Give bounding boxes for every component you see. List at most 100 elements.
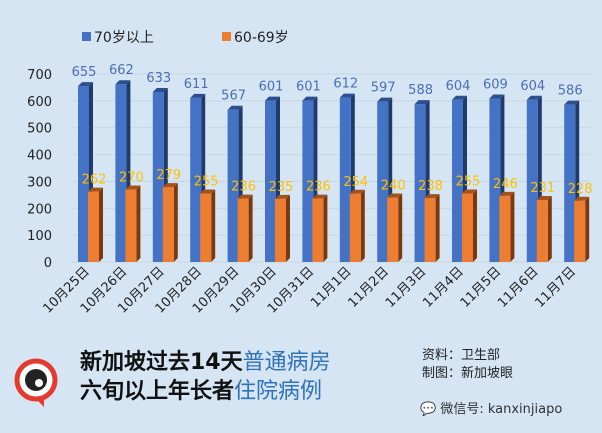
bar-60-69 <box>349 193 361 262</box>
logo-icon <box>14 358 58 407</box>
bar-top <box>237 194 253 199</box>
wechat-id: 💬 微信号: kanxinjiapo <box>420 398 562 417</box>
data-label: 235 <box>269 180 294 195</box>
bar-top <box>414 100 430 105</box>
source-value: 卫生部 <box>461 348 501 363</box>
x-tick-label: 11月6日 <box>495 264 542 311</box>
data-label: 609 <box>483 77 508 92</box>
bar-side <box>398 193 403 262</box>
bar-60-69 <box>462 193 473 262</box>
x-tick-label: 11月7日 <box>532 264 579 311</box>
data-label: 246 <box>493 177 518 192</box>
bar-top <box>78 82 93 87</box>
y-tick-label: 500 <box>27 122 52 137</box>
bar-top <box>526 95 542 100</box>
data-label: 236 <box>231 180 256 195</box>
legend-label: 70岁以上 <box>94 30 154 46</box>
bar-top <box>387 193 403 198</box>
title-text: 新加坡过去14天 <box>80 350 243 375</box>
bar-top <box>349 189 365 194</box>
bar-top <box>152 87 168 92</box>
bar-side <box>435 194 440 262</box>
bar-60-69 <box>312 198 324 262</box>
source-info: 资料：卫生部 制图：新加坡眼 <box>422 347 513 383</box>
bar-70plus <box>265 100 276 263</box>
bar-side <box>323 194 328 262</box>
bar-70plus <box>115 84 127 262</box>
data-label: 586 <box>558 84 583 99</box>
bar-top <box>275 194 290 199</box>
bar-top <box>227 105 243 110</box>
bar-70plus <box>190 97 202 262</box>
bar-side <box>211 189 216 262</box>
title-text: 六旬以上年长者 <box>80 379 235 404</box>
bar-top <box>88 187 103 192</box>
data-label: 604 <box>520 79 545 94</box>
bar-70plus <box>78 86 89 262</box>
bar-side <box>360 189 365 262</box>
y-tick-label: 200 <box>27 202 52 217</box>
legend-label: 60-69岁 <box>234 30 289 46</box>
title-highlight: 普通病房 <box>242 350 331 375</box>
bar-60-69 <box>125 189 137 262</box>
bar-60-69 <box>574 200 586 262</box>
bar-chart: 0 100 200 300 400 500 600 700 70岁以上 60-69岁 655 262 1… <box>27 30 593 317</box>
bar-60-69 <box>88 191 99 262</box>
bar-top <box>574 196 590 201</box>
bar-70plus <box>302 100 314 263</box>
data-label: 238 <box>418 179 443 194</box>
source-label: 资料： <box>422 348 462 363</box>
bar-top <box>462 189 477 194</box>
y-tick-label: 400 <box>27 149 52 164</box>
legend-swatch <box>82 32 91 41</box>
bar-70plus <box>152 91 164 262</box>
bar-60-69 <box>499 195 511 262</box>
data-label: 601 <box>296 80 321 95</box>
x-tick-label: 11月5日 <box>458 264 505 311</box>
bar-side <box>547 195 552 262</box>
bar-top <box>312 194 328 199</box>
bar-side <box>248 194 253 262</box>
data-label: 255 <box>194 175 219 190</box>
data-label: 611 <box>184 77 209 92</box>
bar-top <box>125 185 141 190</box>
bar-top <box>302 96 318 101</box>
data-label: 279 <box>156 168 181 183</box>
bar-top <box>265 96 280 101</box>
made-label: 制图： <box>422 366 462 381</box>
x-tick-label: 11月4日 <box>420 264 467 311</box>
bar-top <box>452 95 467 100</box>
y-tick-label: 0 <box>44 256 52 271</box>
data-label: 601 <box>259 80 284 95</box>
bar-side <box>510 191 515 262</box>
bar-top <box>190 93 206 98</box>
bar-top <box>377 97 393 102</box>
data-label: 254 <box>343 175 368 190</box>
bar-70plus <box>339 97 351 263</box>
x-tick-label: 11月1日 <box>308 264 355 311</box>
y-tick-label: 300 <box>27 175 52 190</box>
data-label: 270 <box>119 170 144 185</box>
data-label: 262 <box>82 173 107 188</box>
data-label: 612 <box>333 77 358 92</box>
data-label: 255 <box>456 175 481 190</box>
bar-60-69 <box>275 198 286 262</box>
data-label: 604 <box>446 79 471 94</box>
bar-60-69 <box>200 193 212 262</box>
bar-70plus <box>452 99 463 262</box>
x-tick-label: 11月2日 <box>345 264 392 311</box>
bar-side <box>286 194 290 262</box>
bar-top <box>564 100 580 105</box>
bar-side <box>136 185 141 262</box>
bar-70plus <box>564 104 576 262</box>
y-tick-label: 700 <box>27 68 52 83</box>
bar-top <box>162 183 178 188</box>
data-label: 228 <box>568 182 593 197</box>
made-value: 新加坡眼 <box>461 366 514 381</box>
bar-60-69 <box>162 187 174 262</box>
bar-60-69 <box>536 199 548 262</box>
data-label: 588 <box>408 83 433 98</box>
data-label: 662 <box>109 63 134 78</box>
data-label: 231 <box>530 181 555 196</box>
bar-70plus <box>227 109 239 262</box>
